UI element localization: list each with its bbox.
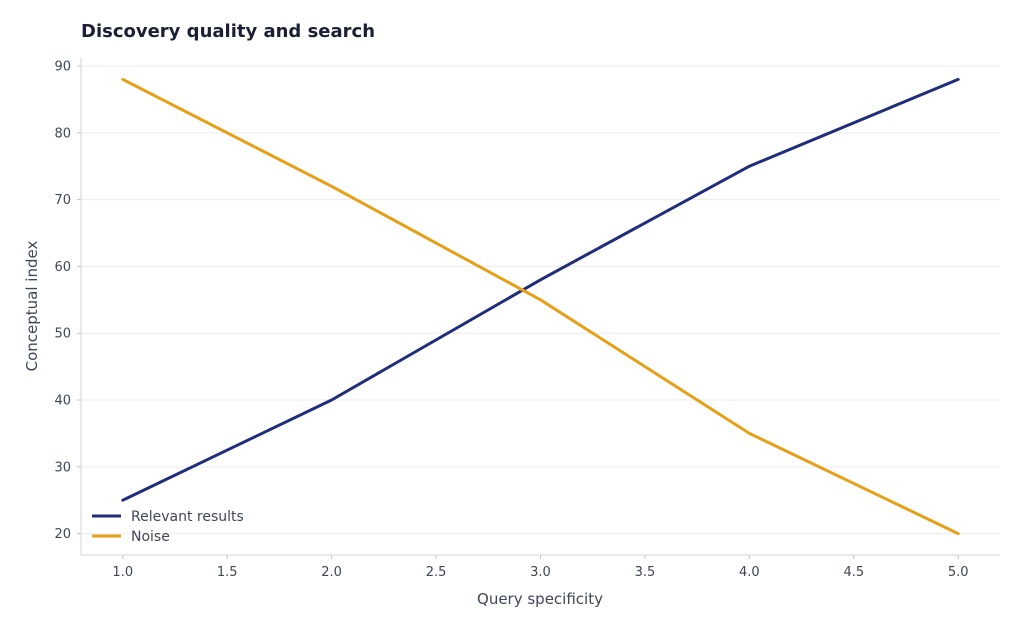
y-tick-label: 50 — [54, 327, 71, 342]
gridlines — [81, 65, 1000, 535]
chart-title: Discovery quality and search — [81, 21, 376, 42]
x-tick-label: 5.0 — [948, 565, 969, 580]
x-tick-label: 1.5 — [217, 565, 238, 580]
axes: 20 30 40 50 60 70 80 90 1.0 1.5 2.0 2.5 3.0 3.5 4.0 4.5… — [54, 58, 1000, 580]
x-tick-label: 3.5 — [635, 565, 656, 580]
x-axis-label: Query specificity — [477, 590, 603, 608]
x-tick-label: 1.0 — [112, 565, 133, 580]
y-tick-label: 70 — [54, 193, 71, 208]
y-tick-label: 30 — [54, 460, 71, 475]
x-tick-label: 2.5 — [426, 565, 447, 580]
series-line-noise — [121, 77, 960, 536]
y-tick-label: 20 — [54, 527, 71, 542]
y-tick-label: 60 — [54, 260, 71, 275]
legend: Relevant results Noise — [92, 509, 244, 545]
series-lines — [121, 77, 960, 536]
x-tick-label: 2.0 — [321, 565, 342, 580]
y-tick-label: 80 — [54, 126, 71, 141]
series-line-relevant-results — [121, 77, 960, 502]
y-axis-label: Conceptual index — [23, 241, 41, 372]
y-tick-label: 90 — [54, 60, 71, 75]
y-tick-label: 40 — [54, 394, 71, 409]
legend-label: Relevant results — [131, 509, 244, 525]
x-tick-label: 4.5 — [843, 565, 864, 580]
x-tick-label: 4.0 — [739, 565, 760, 580]
x-tick-label: 3.0 — [530, 565, 551, 580]
legend-label: Noise — [131, 529, 170, 545]
